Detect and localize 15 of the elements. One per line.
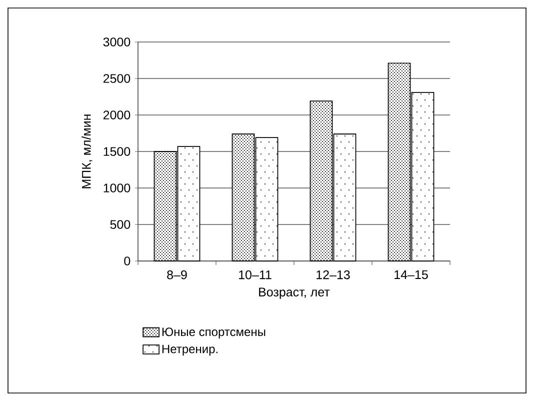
y-tick-label: 2000 bbox=[103, 110, 130, 120]
y-tick-label: 2500 bbox=[103, 74, 130, 83]
x-tick-label: 8–9 bbox=[167, 270, 187, 280]
x-tick-label: 14–15 bbox=[394, 270, 428, 280]
y-axis-title: МПК, мл/мин bbox=[82, 114, 92, 188]
x-tick-label: 12–13 bbox=[316, 270, 350, 280]
x-tick-label: 10–11 bbox=[239, 270, 272, 280]
y-tick-label: 500 bbox=[110, 220, 130, 229]
legend-label: Нетренир. bbox=[162, 344, 218, 356]
y-tick-label: 0 bbox=[124, 256, 130, 266]
y-tick-label: 3000 bbox=[103, 38, 130, 46]
x-axis-title: Возраст, лет bbox=[259, 288, 330, 299]
y-tick-label: 1500 bbox=[104, 147, 130, 156]
y-tick-label: 1000 bbox=[104, 184, 130, 192]
legend-label: Юные спортсмены bbox=[162, 328, 266, 338]
